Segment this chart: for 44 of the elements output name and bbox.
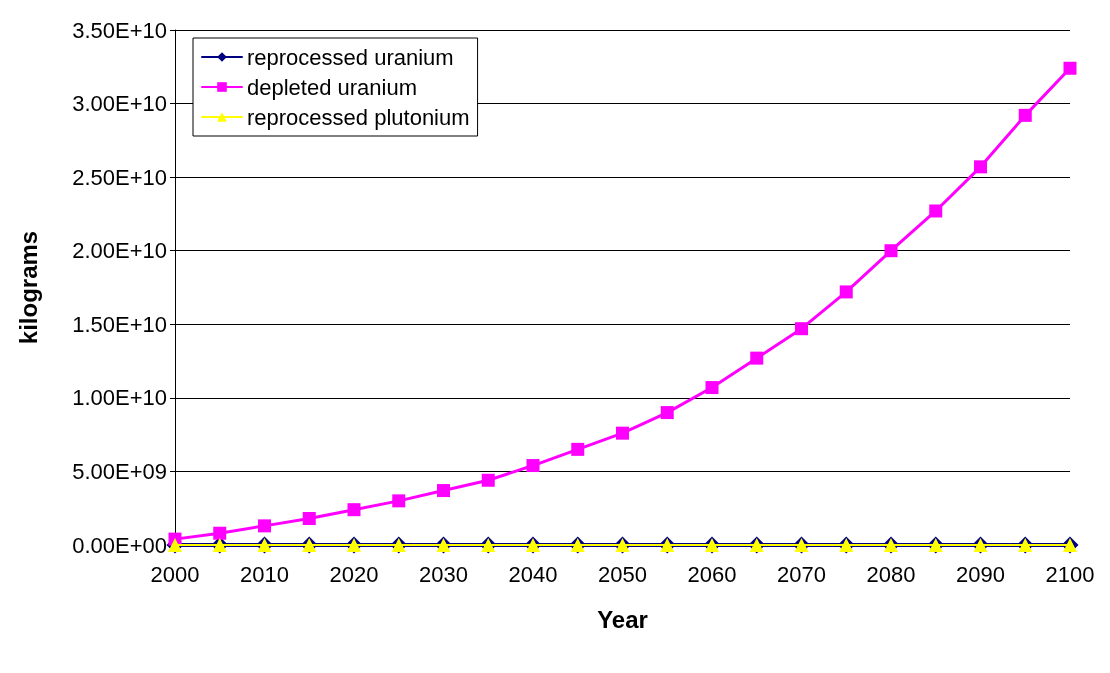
y-tick-label: 3.00E+10 [72,91,167,117]
point [974,160,987,174]
y-tick-label: 0.00E+00 [72,532,167,558]
point [616,426,629,440]
point [526,459,540,473]
point [839,285,853,299]
point [392,494,406,508]
y-tick-label: 1.00E+10 [72,385,167,411]
legend-label: reprocessed uranium [247,44,454,70]
y-axis-title: kilograms [14,230,42,345]
x-tick-label: 2080 [866,561,916,587]
point [929,204,943,218]
point [795,322,808,336]
x-tick-label: 2020 [329,561,379,587]
x-tick-label: 2040 [508,561,558,587]
x-tick-label: 2050 [598,561,647,587]
x-axis-title: Year [597,605,648,633]
point [213,526,227,540]
x-tick-label: 2010 [240,561,289,587]
point [1018,108,1032,122]
y-tick-label: 2.00E+10 [72,238,167,264]
y-tick-label: 5.00E+09 [72,458,167,484]
y-tick-label: 2.50E+10 [72,164,167,190]
point [481,473,495,487]
x-tick-label: 2030 [419,561,468,587]
legend-label: reprocessed plutonium [247,104,470,130]
point [660,406,674,420]
y-tick-label: 1.50E+10 [72,311,167,337]
legend-label: depleted uranium [247,74,418,100]
point [750,351,764,365]
y-tick-label: 3.50E+10 [72,17,167,43]
point [437,484,450,498]
x-tick-label: 2100 [1045,561,1095,587]
x-tick-label: 2060 [687,561,737,587]
x-tick-label: 2000 [150,561,200,587]
point [1063,61,1077,75]
point [347,503,361,517]
point [302,512,316,526]
point [258,519,271,533]
point [705,381,719,395]
x-tick-label: 2070 [777,561,826,587]
point [884,244,898,258]
point [571,442,585,456]
x-tick-label: 2090 [956,561,1005,587]
